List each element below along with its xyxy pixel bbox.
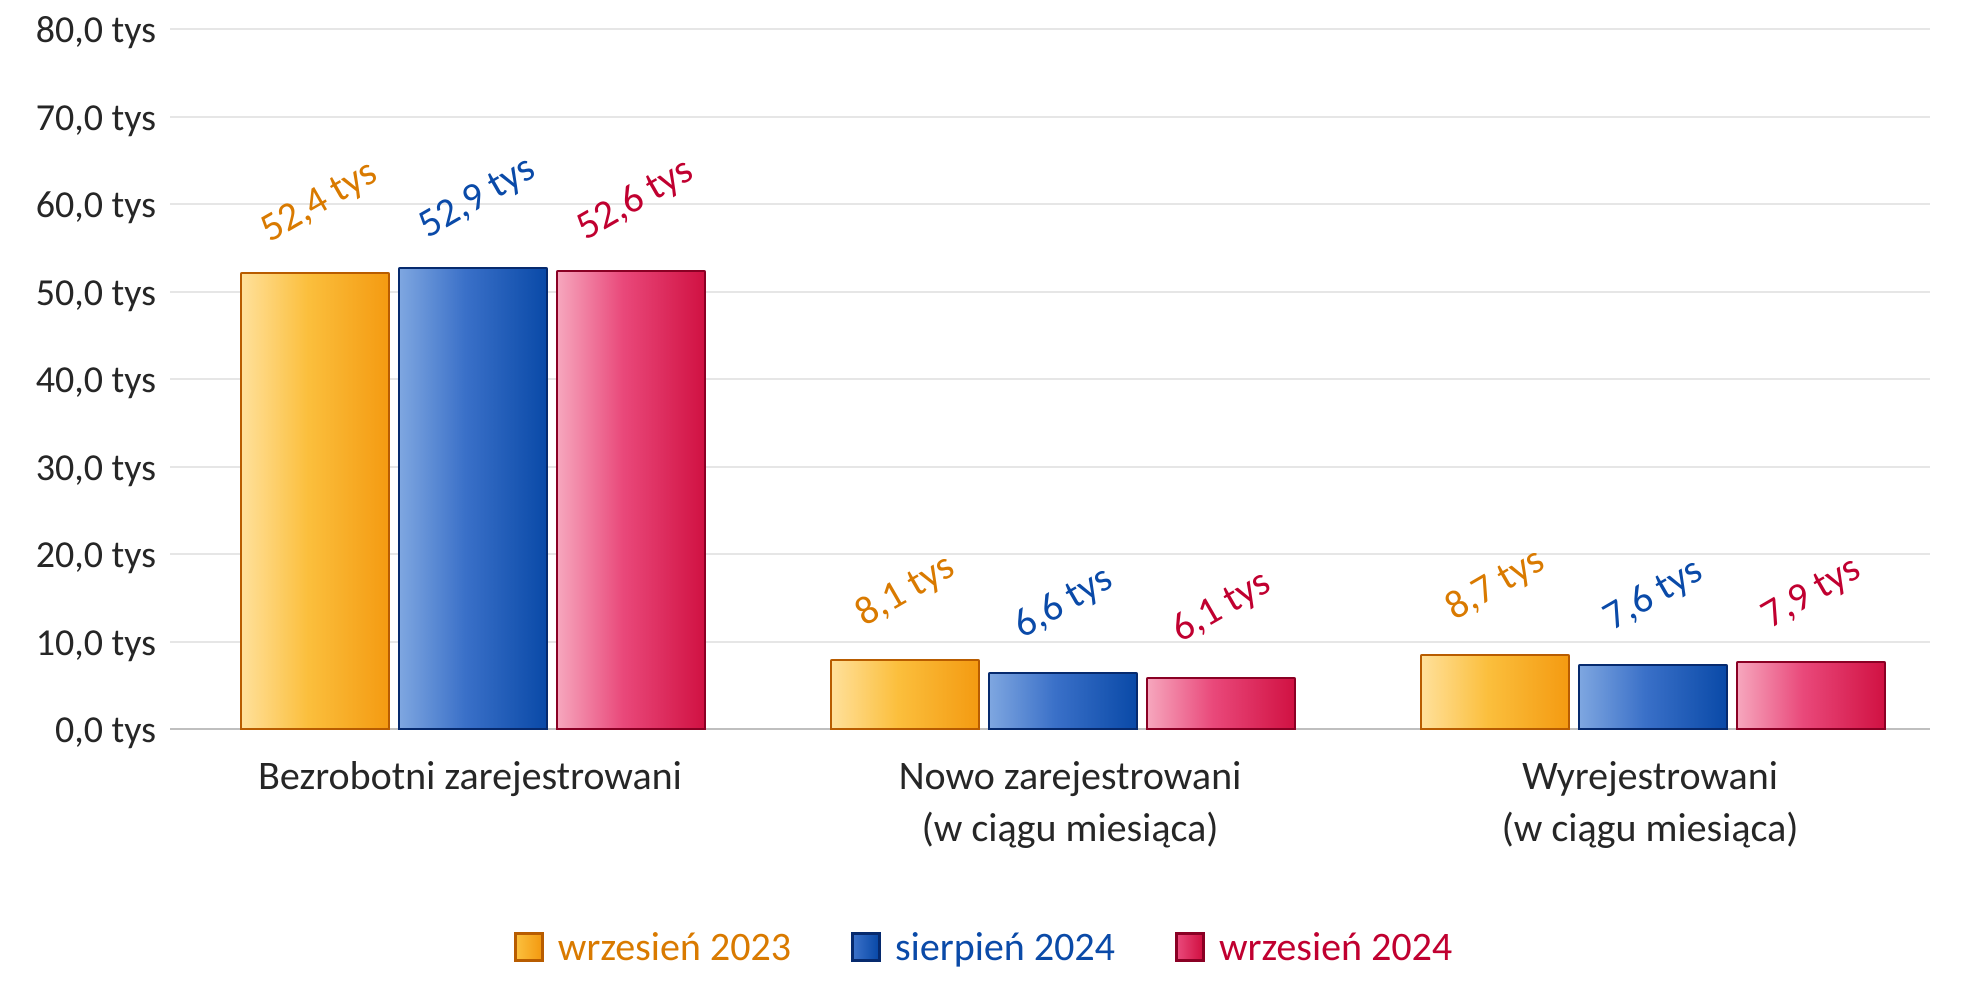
legend-label: sierpień 2024 [895,922,1115,971]
bar-bezrobotni-wrz-2024 [556,270,706,730]
bar-bezrobotni-wrz-2023 [240,272,390,731]
bar-nowo-wrz-2024 [1146,677,1296,730]
y-tick-0: 0,0 tys [6,707,156,753]
category-label-wyrej: Wyrejestrowani (w ciągu miesiąca) [1360,750,1940,854]
value-label: 52,9 tys [409,142,543,248]
gridline [170,28,1930,30]
bar-wyrej-sie-2024 [1578,664,1728,731]
y-tick-40: 40,0 tys [6,357,156,403]
y-tick-60: 60,0 tys [6,182,156,228]
bar-wyrej-wrz-2023 [1420,654,1570,730]
legend-item-sie-2024: sierpień 2024 [851,922,1115,971]
value-label: 6,1 tys [1162,556,1279,652]
category-label-bezrobotni: Bezrobotni zarejestrowani [170,750,770,802]
value-label: 52,6 tys [567,144,701,250]
y-tick-30: 30,0 tys [6,445,156,491]
y-tick-70: 70,0 tys [6,95,156,141]
bar-nowo-wrz-2023 [830,659,980,730]
legend-swatch-icon [851,932,881,962]
value-label: 6,6 tys [1004,552,1121,648]
category-label-nowo: Nowo zarejestrowani (w ciągu miesiąca) [770,750,1370,854]
legend-label: wrzesień 2023 [558,922,791,971]
bar-wyrej-wrz-2024 [1736,661,1886,730]
y-tick-10: 10,0 tys [6,620,156,666]
legend-swatch-icon [514,932,544,962]
y-tick-20: 20,0 tys [6,532,156,578]
value-label: 7,9 tys [1752,542,1869,638]
bar-nowo-sie-2024 [988,672,1138,730]
y-tick-80: 80,0 tys [6,7,156,53]
legend: wrzesień 2023 sierpień 2024 wrzesień 202… [0,922,1966,971]
legend-item-wrz-2024: wrzesień 2024 [1175,922,1452,971]
value-label: 52,4 tys [251,146,385,252]
legend-item-wrz-2023: wrzesień 2023 [514,922,791,971]
value-label: 8,7 tys [1436,534,1553,630]
gridline [170,116,1930,118]
bar-bezrobotni-sie-2024 [398,267,548,730]
legend-swatch-icon [1175,932,1205,962]
y-tick-50: 50,0 tys [6,270,156,316]
unemployment-bar-chart: 0,0 tys 10,0 tys 20,0 tys 30,0 tys 40,0 … [0,0,1966,989]
plot-area: 52,4 tys 52,9 tys 52,6 tys 8,1 tys 6,6 t… [170,30,1930,730]
legend-label: wrzesień 2024 [1219,922,1452,971]
value-label: 7,6 tys [1594,544,1711,640]
